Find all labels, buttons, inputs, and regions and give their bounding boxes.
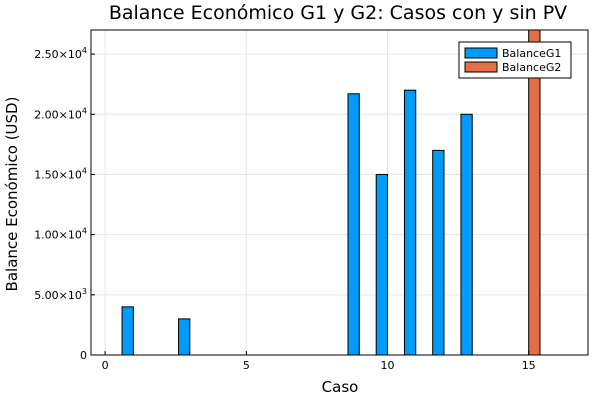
y-tick-exponent: 4 [82, 46, 87, 55]
x-axis-label: Caso [322, 378, 359, 396]
bar-BalanceG1-11 [403, 89, 417, 356]
bars [121, 29, 541, 356]
y-tick-base: 1.00×10 [34, 229, 82, 242]
legend-label-BalanceG2: BalanceG2 [502, 61, 561, 74]
bar-BalanceG1-1 [121, 306, 134, 356]
x-tick-label: 10 [381, 359, 395, 372]
y-tick-label: 1.00×104 [34, 227, 87, 242]
y-tick-label: 2.00×104 [34, 106, 87, 121]
y-tick-exponent: 4 [82, 166, 87, 175]
y-tick-label: 2.50×104 [34, 46, 87, 61]
grid-lines [91, 30, 588, 356]
x-tick-label: 0 [102, 359, 109, 372]
y-tick-exponent: 4 [82, 106, 87, 115]
y-tick-exponent: 4 [82, 227, 87, 236]
bar-BalanceG1-13 [460, 113, 473, 356]
x-ticks: 0 5 10 15 [102, 351, 536, 372]
y-axis-label: Balance Económico (USD) [3, 97, 21, 292]
y-tick-label: 5.00×103 [34, 287, 87, 302]
chart-title: Balance Económico G1 y G2: Casos con y s… [109, 2, 567, 24]
y-tick-base: 2.50×10 [34, 48, 82, 61]
legend-swatch-BalanceG1 [464, 47, 498, 59]
y-tick-base: 1.50×10 [34, 168, 82, 181]
bar-BalanceG2-15 [528, 29, 541, 356]
y-ticks: 05.00×1031.00×1041.50×1042.00×1042.50×10… [34, 46, 95, 362]
bar-BalanceG1-3 [178, 318, 191, 356]
bar-BalanceG1-10 [375, 173, 389, 356]
y-tick-exponent: 3 [82, 287, 87, 296]
y-tick-base: 2.00×10 [34, 108, 82, 121]
y-tick-label: 0 [80, 349, 87, 362]
y-tick-label: 1.50×104 [34, 166, 87, 181]
y-tick-base: 5.00×10 [34, 289, 82, 302]
plot-frame [90, 29, 589, 356]
legend-swatch-BalanceG2 [464, 61, 498, 73]
x-tick-label: 5 [243, 359, 250, 372]
x-tick-label: 15 [522, 359, 536, 372]
bar-BalanceG1-12 [432, 149, 445, 356]
bar-BalanceG1-9 [347, 93, 360, 356]
y-tick-base: 0 [80, 349, 87, 362]
legend-label-BalanceG1: BalanceG1 [502, 47, 561, 60]
